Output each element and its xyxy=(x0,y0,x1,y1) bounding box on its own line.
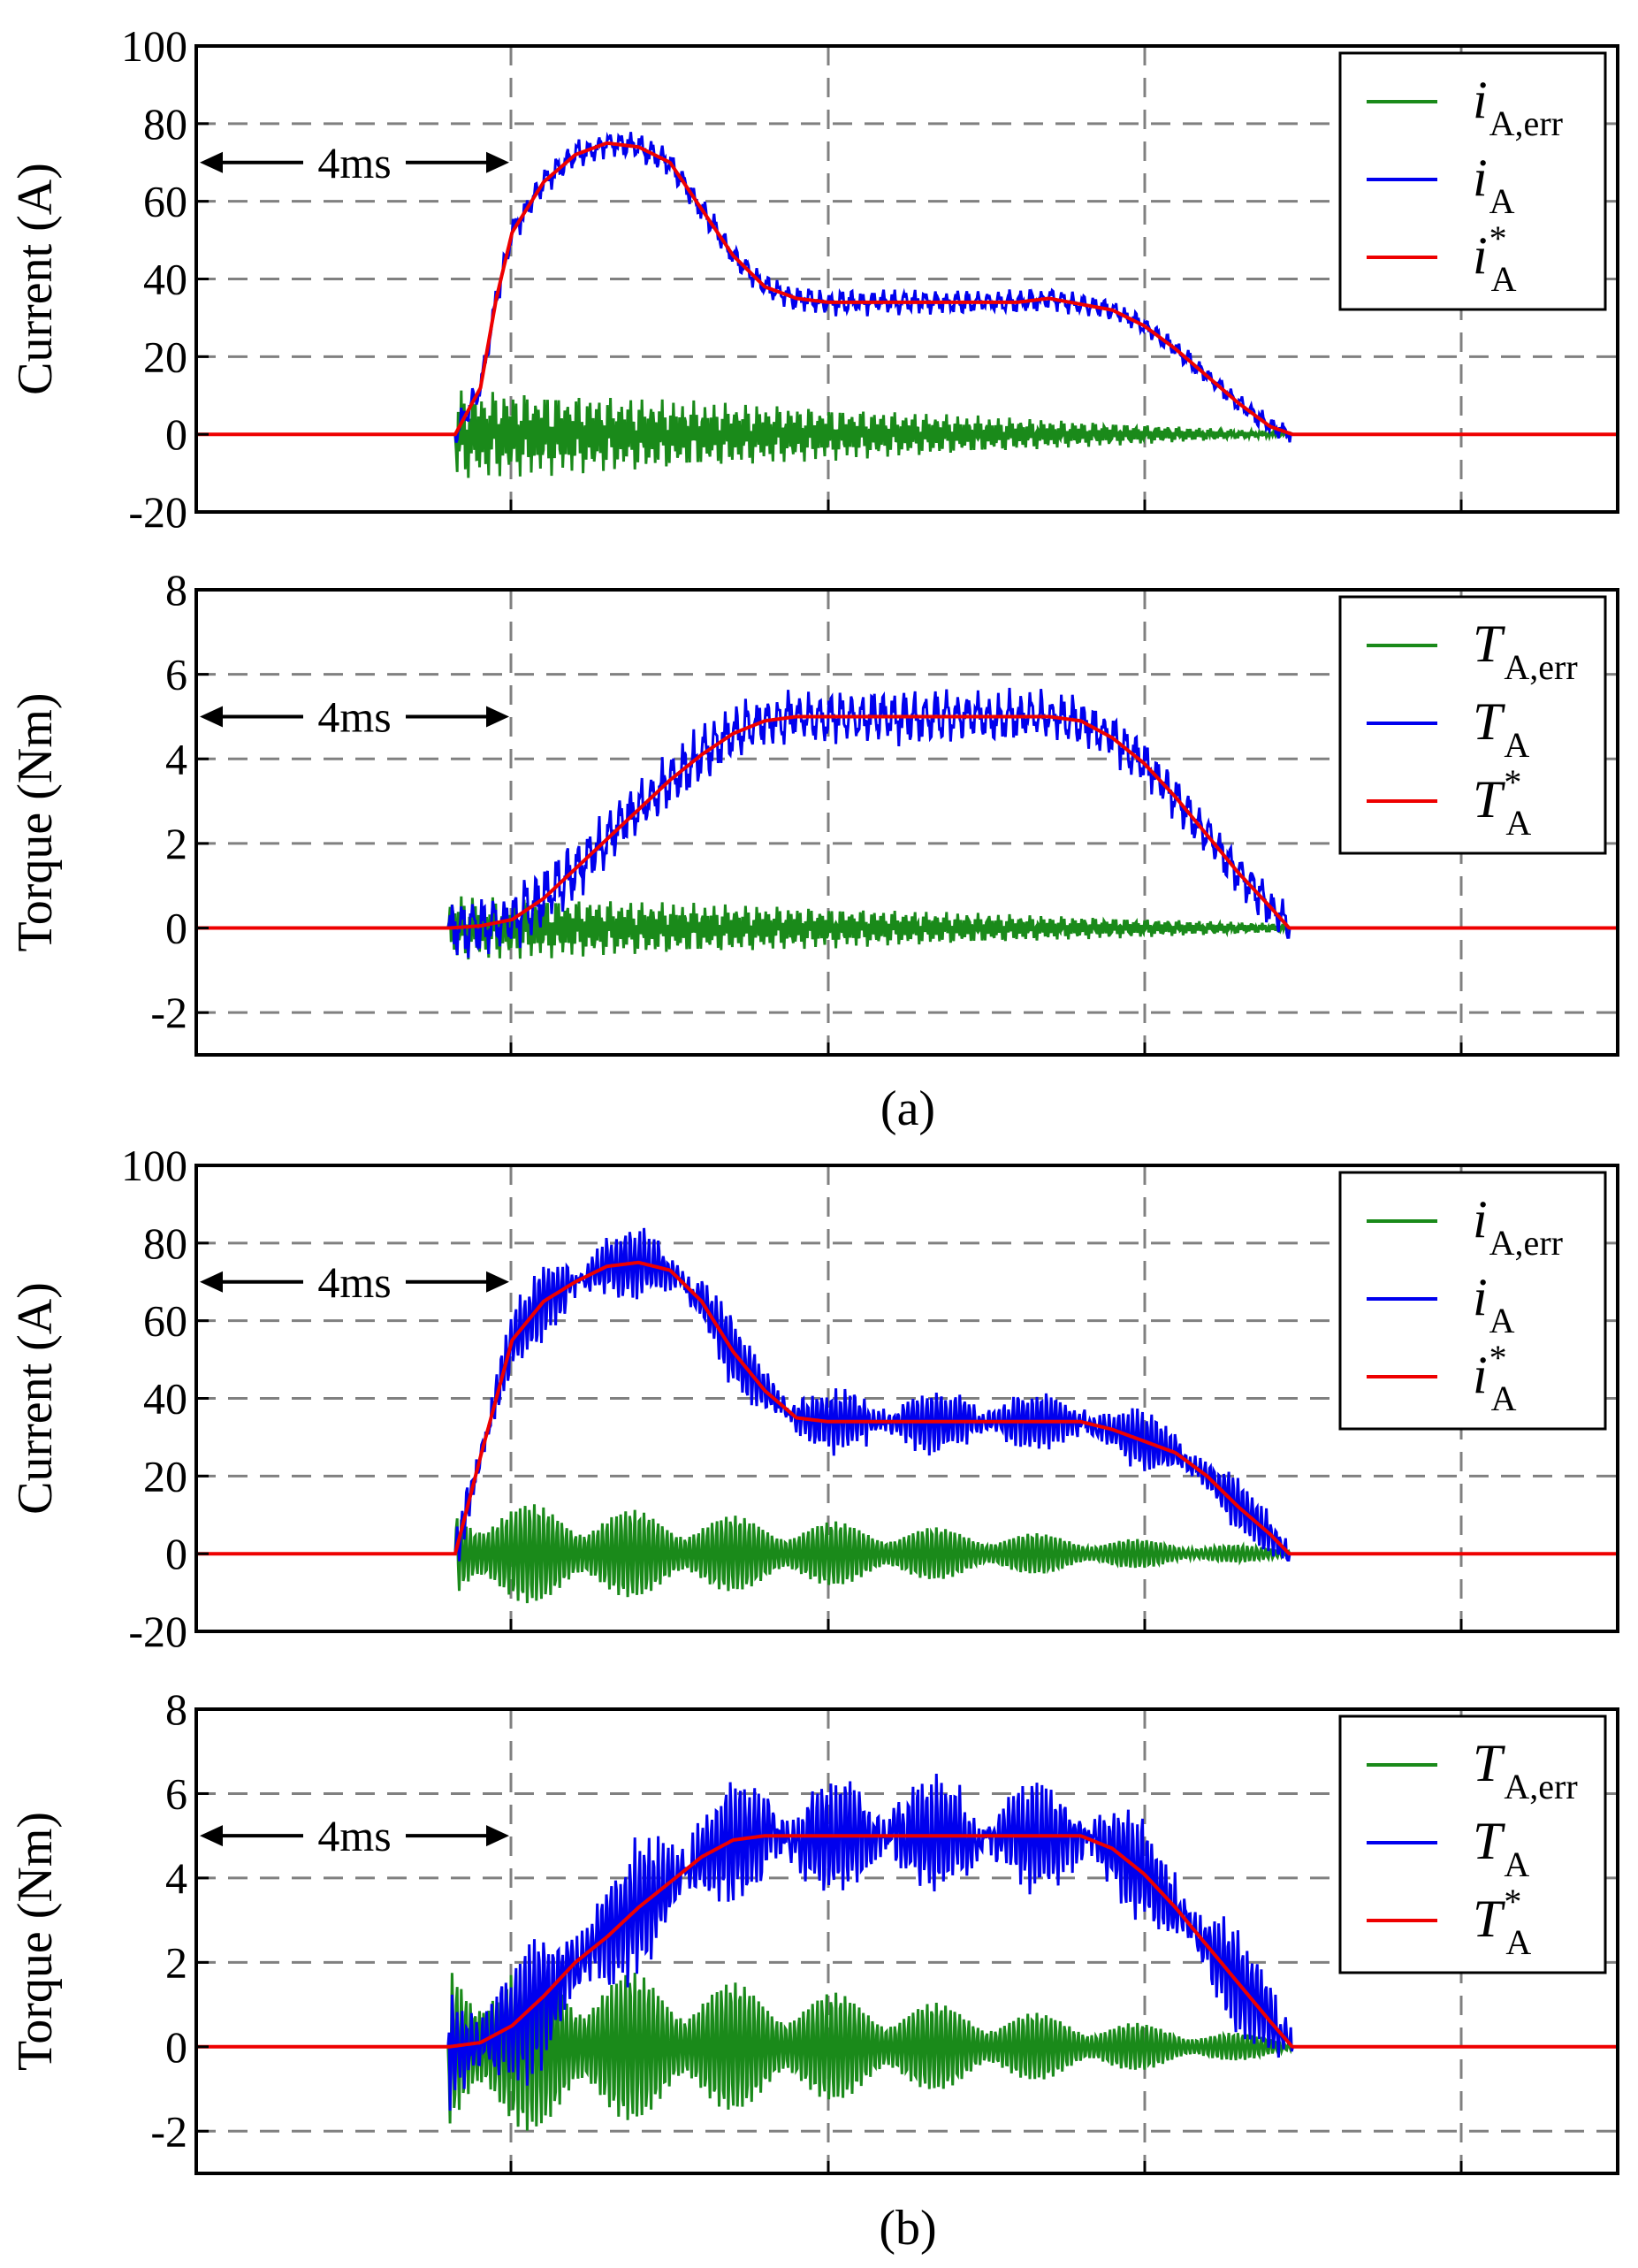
y-tick-label: 80 xyxy=(143,1218,187,1268)
arrowhead-right-icon xyxy=(486,151,509,173)
legend-entry-label: iA,err xyxy=(1473,1190,1563,1263)
legend-entry-label: iA,err xyxy=(1473,71,1563,143)
legend-entry-label: iA xyxy=(1473,149,1515,221)
y-tick-label: -20 xyxy=(128,1607,187,1656)
annotation-label: 4ms xyxy=(317,138,391,187)
y-tick-label: 6 xyxy=(165,650,187,699)
y-tick-label: 100 xyxy=(121,1141,187,1190)
legend-entry-label: TA,err xyxy=(1473,1734,1578,1806)
arrowhead-right-icon xyxy=(486,1271,509,1293)
legend-entry-label: iA xyxy=(1473,1268,1515,1340)
arrowhead-left-icon xyxy=(200,1825,223,1847)
arrowhead-right-icon xyxy=(486,706,509,728)
y-tick-label: 0 xyxy=(165,409,187,459)
y-tick-label: 100 xyxy=(121,21,187,71)
y-tick-label: 20 xyxy=(143,1451,187,1501)
arrowhead-right-icon xyxy=(486,1825,509,1847)
legend-entry-label: TA xyxy=(1473,1812,1529,1884)
y-tick-label: 2 xyxy=(165,819,187,868)
annotation-bg xyxy=(303,1809,406,1859)
caption-b: (b) xyxy=(879,2201,936,2256)
y-tick-label: 40 xyxy=(143,255,187,304)
annotation-label: 4ms xyxy=(317,1257,391,1307)
y-tick-label: -2 xyxy=(150,988,187,1037)
y-tick-label: 0 xyxy=(165,1529,187,1578)
annotation-bg xyxy=(303,135,406,186)
y-tick-label: -2 xyxy=(150,2106,187,2156)
annotation-bg xyxy=(303,690,406,740)
series-reference-line xyxy=(196,1260,1618,1556)
series-reference-line xyxy=(196,1834,1618,2049)
y-tick-label: 60 xyxy=(143,1296,187,1346)
legend-entry-label: TA,err xyxy=(1473,615,1578,687)
y-tick-label: -20 xyxy=(128,487,187,537)
series-reference-line xyxy=(196,141,1618,437)
arrowhead-left-icon xyxy=(200,151,223,173)
y-tick-label: 8 xyxy=(165,565,187,615)
legend-entry-label: i* A xyxy=(1473,218,1517,299)
y-tick-label: 4 xyxy=(165,734,187,783)
legend-entry-label: TA xyxy=(1473,692,1529,765)
arrowhead-left-icon xyxy=(200,706,223,728)
plot-frame xyxy=(194,1707,1619,2175)
y-tick-label: 4 xyxy=(165,1853,187,1903)
legend-entry-label: T* A xyxy=(1473,762,1531,843)
y-tick-label: 8 xyxy=(165,1684,187,1734)
y-axis-label: Torque (Nm) xyxy=(8,692,63,951)
y-tick-label: 2 xyxy=(165,1937,187,1987)
y-tick-label: 0 xyxy=(165,904,187,953)
legend-entry-label: T* A xyxy=(1473,1882,1531,1962)
y-tick-label: 20 xyxy=(143,332,187,381)
y-tick-label: 40 xyxy=(143,1374,187,1424)
annotation-label: 4ms xyxy=(317,1811,391,1860)
series-reference-line xyxy=(196,714,1618,930)
y-tick-label: 80 xyxy=(143,99,187,149)
y-tick-label: 6 xyxy=(165,1768,187,1818)
plot-frame xyxy=(194,588,1619,1057)
legend-entry-label: i* A xyxy=(1473,1338,1517,1418)
arrowhead-left-icon xyxy=(200,1271,223,1293)
y-axis-label: Torque (Nm) xyxy=(8,1812,63,2071)
y-axis-label: Current (A) xyxy=(8,1282,63,1515)
annotation-label: 4ms xyxy=(317,691,391,741)
y-axis-label: Current (A) xyxy=(8,163,63,395)
caption-a: (a) xyxy=(880,1081,935,1136)
annotation-bg xyxy=(303,1255,406,1305)
y-tick-label: 60 xyxy=(143,177,187,226)
y-tick-label: 0 xyxy=(165,2022,187,2072)
